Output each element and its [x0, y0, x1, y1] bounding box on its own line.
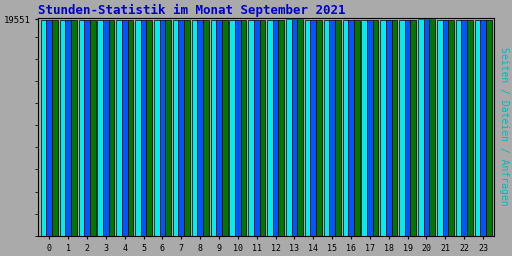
Bar [380, 20, 386, 236]
Bar [78, 20, 84, 236]
Bar [71, 20, 77, 236]
Bar [437, 20, 442, 236]
Bar [267, 20, 273, 236]
Bar [423, 19, 429, 236]
Bar [165, 20, 171, 236]
Bar [248, 20, 254, 236]
Bar [273, 20, 279, 236]
Bar [52, 20, 58, 236]
Bar [127, 20, 133, 236]
Text: Stunden-Statistik im Monat September 2021: Stunden-Statistik im Monat September 202… [38, 4, 346, 17]
Bar [297, 19, 303, 236]
Bar [456, 20, 461, 236]
Bar [329, 20, 335, 236]
Bar [109, 20, 114, 236]
Bar [222, 20, 227, 236]
Bar [122, 20, 127, 236]
Bar [442, 20, 448, 236]
Bar [41, 20, 47, 236]
Bar [316, 20, 322, 236]
Bar [405, 20, 411, 236]
Bar [173, 20, 179, 236]
Bar [305, 20, 310, 236]
Bar [97, 20, 103, 236]
Bar [241, 20, 246, 236]
Bar [324, 20, 329, 236]
Bar [348, 20, 354, 236]
Bar [260, 20, 265, 236]
Bar [103, 20, 109, 236]
Bar [47, 20, 52, 236]
Bar [197, 20, 203, 236]
Bar [279, 20, 284, 236]
Bar [184, 20, 190, 236]
Bar [386, 20, 392, 236]
Bar [135, 20, 141, 236]
Bar [354, 20, 359, 236]
Bar [216, 20, 222, 236]
Bar [286, 19, 292, 236]
Bar [486, 20, 492, 236]
Bar [254, 20, 260, 236]
Bar [141, 20, 146, 236]
Bar [179, 20, 184, 236]
Bar [367, 20, 373, 236]
Y-axis label: Seiten / Dateien / Anfragen: Seiten / Dateien / Anfragen [499, 48, 508, 206]
Bar [154, 20, 160, 236]
Bar [467, 20, 473, 236]
Bar [60, 20, 66, 236]
Bar [292, 19, 297, 236]
Bar [411, 20, 416, 236]
Bar [90, 20, 96, 236]
Bar [84, 20, 90, 236]
Bar [160, 20, 165, 236]
Bar [210, 20, 216, 236]
Bar [116, 20, 122, 236]
Bar [475, 20, 480, 236]
Bar [418, 19, 423, 236]
Bar [392, 20, 397, 236]
Bar [203, 20, 209, 236]
Bar [191, 20, 197, 236]
Bar [480, 20, 486, 236]
Bar [66, 20, 71, 236]
Bar [229, 20, 235, 236]
Bar [399, 20, 405, 236]
Bar [361, 20, 367, 236]
Bar [461, 20, 467, 236]
Bar [448, 20, 454, 236]
Bar [343, 20, 348, 236]
Bar [235, 20, 241, 236]
Bar [429, 19, 435, 236]
Bar [310, 20, 316, 236]
Bar [146, 20, 152, 236]
Bar [335, 20, 340, 236]
Bar [373, 20, 378, 236]
